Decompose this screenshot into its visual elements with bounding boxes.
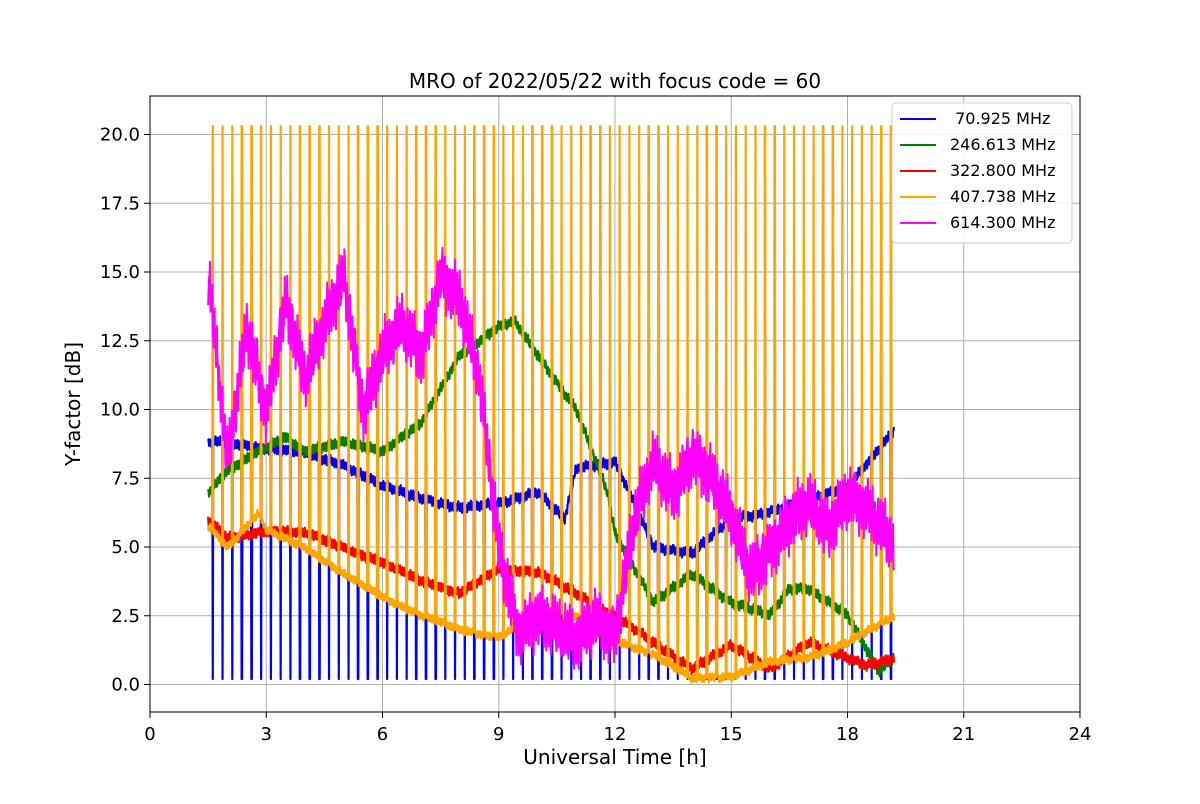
x-tick-label: 15 xyxy=(720,724,743,745)
y-tick-label: 0.0 xyxy=(111,675,140,696)
y-tick-label: 2.5 xyxy=(111,606,140,627)
y-axis-label: Y-factor [dB] xyxy=(61,342,85,467)
x-axis-label: Universal Time [h] xyxy=(523,745,706,769)
x-tick-label: 18 xyxy=(836,724,859,745)
y-tick-label: 10.0 xyxy=(100,400,140,421)
legend-label: 322.800 MHz xyxy=(950,161,1055,180)
y-tick-label: 17.5 xyxy=(100,193,140,214)
plot-content xyxy=(207,125,896,684)
x-tick-label: 0 xyxy=(144,724,155,745)
legend-label: 614.300 MHz xyxy=(950,213,1055,232)
x-tick-label: 12 xyxy=(604,724,627,745)
x-tick-label: 9 xyxy=(493,724,504,745)
axis-ticks: 0 3 6 9 12 15 18 21 24 0.0 2.5 5.0 7.5 10.0 12.5 15.0 17… xyxy=(100,125,1092,746)
y-tick-label: 7.5 xyxy=(111,468,140,489)
chart-title: MRO of 2022/05/22 with focus code = 60 xyxy=(409,69,821,93)
legend-label: 407.738 MHz xyxy=(950,187,1055,206)
x-tick-label: 6 xyxy=(377,724,388,745)
series-line-5 xyxy=(207,246,895,670)
y-tick-label: 12.5 xyxy=(100,331,140,352)
y-tick-label: 15.0 xyxy=(100,262,140,283)
x-tick-label: 24 xyxy=(1069,724,1092,745)
legend-label: 246.613 MHz xyxy=(950,135,1055,154)
y-tick-label: 5.0 xyxy=(111,537,140,558)
legend-label: 70.925 MHz xyxy=(950,109,1050,128)
x-tick-label: 3 xyxy=(261,724,272,745)
x-tick-label: 21 xyxy=(952,724,975,745)
legend: 70.925 MHz 246.613 MHz 322.800 MHz 407.738 … xyxy=(891,102,1073,244)
y-tick-label: 20.0 xyxy=(100,125,140,146)
legend-box xyxy=(891,102,1073,244)
